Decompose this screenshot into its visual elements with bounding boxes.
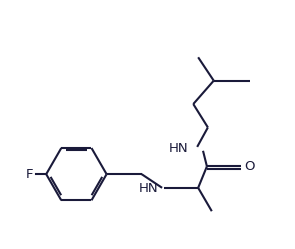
Text: HN: HN bbox=[169, 142, 189, 155]
Text: F: F bbox=[26, 168, 34, 181]
Text: HN: HN bbox=[139, 182, 158, 195]
Text: O: O bbox=[244, 160, 254, 173]
